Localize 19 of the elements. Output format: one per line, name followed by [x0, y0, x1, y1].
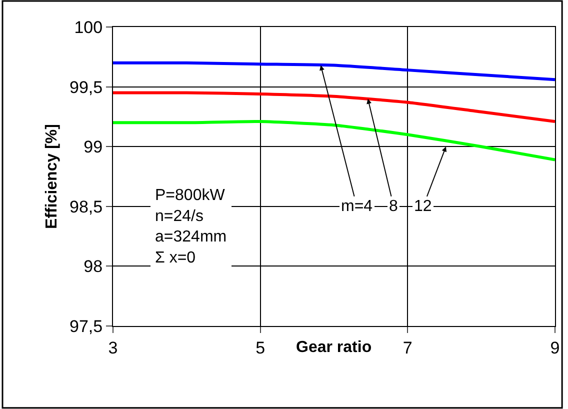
line-series — [113, 120, 555, 162]
annotation: P=800kW n=24/s a=324mm Σ x=0 — [155, 187, 227, 266]
y-tick-label: 97,5 — [70, 316, 103, 336]
x-tick-label: 5 — [256, 338, 266, 358]
y-axis-title: Efficiency [%] — [43, 124, 60, 229]
annotation: 8 — [389, 198, 398, 215]
y-tick-label: 98,5 — [70, 197, 103, 216]
x-tick-label: 7 — [402, 338, 412, 358]
x-tick-label: 3 — [108, 338, 118, 358]
annotation: m=4 — [341, 198, 373, 215]
y-tick-label: 99,5 — [70, 78, 103, 97]
x-tick-label: 9 — [550, 338, 560, 358]
y-tick-label: 98 — [84, 257, 103, 276]
x-axis-title: Gear ratio — [296, 339, 372, 356]
line-series — [113, 61, 555, 82]
line-series — [113, 91, 555, 123]
annotation: 12 — [414, 198, 432, 215]
y-tick-label: 100 — [74, 18, 103, 37]
y-tick-label: 99 — [84, 138, 103, 157]
